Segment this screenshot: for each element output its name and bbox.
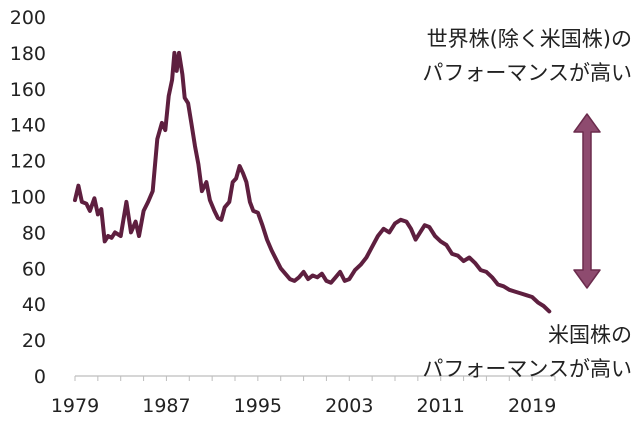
y-tick-label: 160 bbox=[10, 79, 46, 101]
x-axis-ticks: 1979 1987 1995 2003 2011 2019 bbox=[51, 395, 557, 417]
x-axis-tick-marks bbox=[74, 376, 556, 381]
annotation-top-line1: 世界株(除く米国株)の bbox=[426, 27, 632, 51]
y-tick-label: 200 bbox=[10, 7, 46, 29]
y-tick-label: 180 bbox=[10, 43, 46, 65]
y-tick-label: 120 bbox=[10, 151, 46, 173]
annotation-bottom: 米国株の パフォーマンスが高い bbox=[422, 318, 632, 386]
y-tick-label: 140 bbox=[10, 115, 46, 137]
x-tick-label: 2011 bbox=[417, 395, 465, 417]
x-tick-label: 2003 bbox=[325, 395, 373, 417]
y-axis-ticks: 0 20 40 60 80 100 120 140 160 180 200 bbox=[10, 7, 46, 388]
y-tick-label: 20 bbox=[22, 330, 46, 352]
annotation-bottom-line1: 米国株の bbox=[548, 323, 632, 347]
y-tick-label: 40 bbox=[22, 294, 46, 316]
double-arrow-icon bbox=[573, 113, 601, 289]
y-tick-label: 80 bbox=[22, 222, 46, 244]
double-arrow-shape bbox=[573, 113, 601, 289]
x-tick-label: 1987 bbox=[142, 395, 190, 417]
y-tick-label: 0 bbox=[34, 366, 46, 388]
y-tick-label: 60 bbox=[22, 258, 46, 280]
x-tick-label: 1995 bbox=[234, 395, 282, 417]
series-line bbox=[73, 50, 552, 314]
y-tick-label: 100 bbox=[10, 187, 46, 209]
annotation-top: 世界株(除く米国株)の パフォーマンスが高い bbox=[422, 22, 632, 90]
annotation-bottom-line2: パフォーマンスが高い bbox=[422, 357, 632, 381]
annotation-top-line2: パフォーマンスが高い bbox=[422, 61, 632, 85]
x-tick-label: 2019 bbox=[508, 395, 556, 417]
x-tick-label: 1979 bbox=[51, 395, 99, 417]
